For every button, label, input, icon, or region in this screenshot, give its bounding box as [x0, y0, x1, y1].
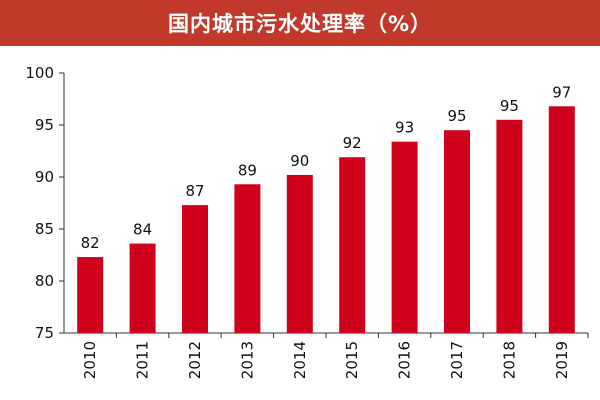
data-label: 90 — [290, 152, 309, 170]
title-bar: 国内城市污水处理率（%） — [0, 0, 600, 46]
y-tick-label: 75 — [35, 324, 54, 342]
bar — [234, 184, 261, 333]
x-tick-label: 2016 — [396, 341, 414, 379]
bar — [339, 157, 366, 333]
bar — [129, 243, 156, 333]
x-tick-label: 2013 — [238, 341, 256, 379]
x-tick-label: 2018 — [500, 341, 518, 379]
x-tick-label: 2015 — [343, 341, 361, 379]
chart-title: 国内城市污水处理率（%） — [167, 12, 433, 36]
bar — [548, 106, 575, 333]
data-label: 92 — [343, 134, 362, 152]
x-tick-label: 2012 — [186, 341, 204, 379]
x-tick-label: 2010 — [81, 341, 99, 379]
bar — [391, 141, 418, 333]
bar — [77, 257, 104, 333]
y-tick-label: 85 — [35, 220, 54, 238]
y-tick-label: 90 — [35, 168, 54, 186]
data-label: 95 — [447, 107, 466, 125]
x-tick-label: 2011 — [134, 341, 152, 379]
bar — [444, 130, 470, 333]
bar — [286, 174, 313, 333]
y-tick-label: 80 — [35, 272, 54, 290]
x-tick-label: 2019 — [553, 341, 571, 379]
y-tick-label: 100 — [25, 64, 54, 82]
data-label: 97 — [552, 83, 571, 101]
bar — [496, 119, 523, 333]
data-label: 87 — [185, 182, 204, 200]
data-label: 89 — [238, 161, 257, 179]
x-tick-label: 2014 — [291, 341, 309, 379]
data-label: 84 — [133, 221, 152, 239]
data-label: 93 — [395, 119, 414, 137]
data-label: 95 — [500, 97, 519, 115]
data-label: 82 — [81, 234, 100, 252]
x-tick-label: 2017 — [448, 341, 466, 379]
bar — [182, 205, 208, 333]
y-tick-label: 95 — [35, 116, 54, 134]
